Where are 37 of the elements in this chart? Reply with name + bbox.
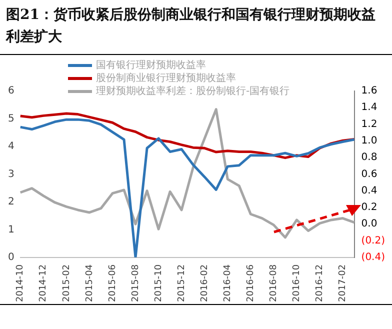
- text: 1.0: [361, 136, 378, 147]
- chart-title: 图21：货币收紧后股份制商业银行和国有银行理财预期收益利差扩大: [0, 0, 392, 55]
- y-tick-label: 1: [8, 224, 14, 236]
- x-tick-label: 2016-10: [292, 264, 302, 302]
- x-tick-label: 2015-12: [176, 264, 187, 302]
- x-tick-label: 2015-08: [130, 264, 141, 302]
- x-tick-label: 2016-02: [200, 264, 210, 302]
- text: 0.0: [361, 218, 378, 230]
- text: 1.6: [361, 86, 378, 97]
- x-tick-label: 2015-06: [108, 264, 118, 302]
- x-tick-label: 2015-04: [84, 264, 95, 302]
- legend-label: 国有银行理财预期收益率: [96, 59, 206, 72]
- x-tick-label: 2016-12: [315, 264, 326, 302]
- y-tick-label: 5: [8, 113, 14, 124]
- y-tick-label: 0: [8, 252, 14, 263]
- y-tick-label: 3: [8, 168, 14, 180]
- text: 0.2: [361, 202, 378, 214]
- x-tick-label: 2016-04: [222, 264, 233, 302]
- y-tick-label: 6: [8, 86, 14, 97]
- text: 0.4: [361, 185, 378, 196]
- x-tick-label: 2016-08: [269, 264, 280, 302]
- x-tick-label: 2017-02: [338, 264, 348, 302]
- x-tick-label: 2014-12: [38, 264, 49, 302]
- text: 1.2: [361, 118, 378, 130]
- y2-tick-label: (0.2): [361, 235, 386, 246]
- x-tick-label: 2016-06: [246, 264, 256, 302]
- text: 0.8: [361, 152, 378, 164]
- x-tick-label: 2015-02: [62, 264, 72, 302]
- x-tick-label: 2014-10: [16, 264, 26, 302]
- y2-tick-label: (0.4): [361, 252, 386, 263]
- legend-label: 理财预期收益率利差：股份制银行-国有银行: [96, 85, 290, 98]
- legend-label: 股份制商业银行理财预期收益率: [96, 72, 236, 85]
- x-tick-label: 2015-10: [154, 264, 164, 302]
- text: 0.6: [361, 168, 378, 180]
- y-tick-label: 4: [8, 141, 14, 152]
- y-tick-label: 2: [8, 196, 14, 208]
- text: 1.4: [361, 102, 378, 114]
